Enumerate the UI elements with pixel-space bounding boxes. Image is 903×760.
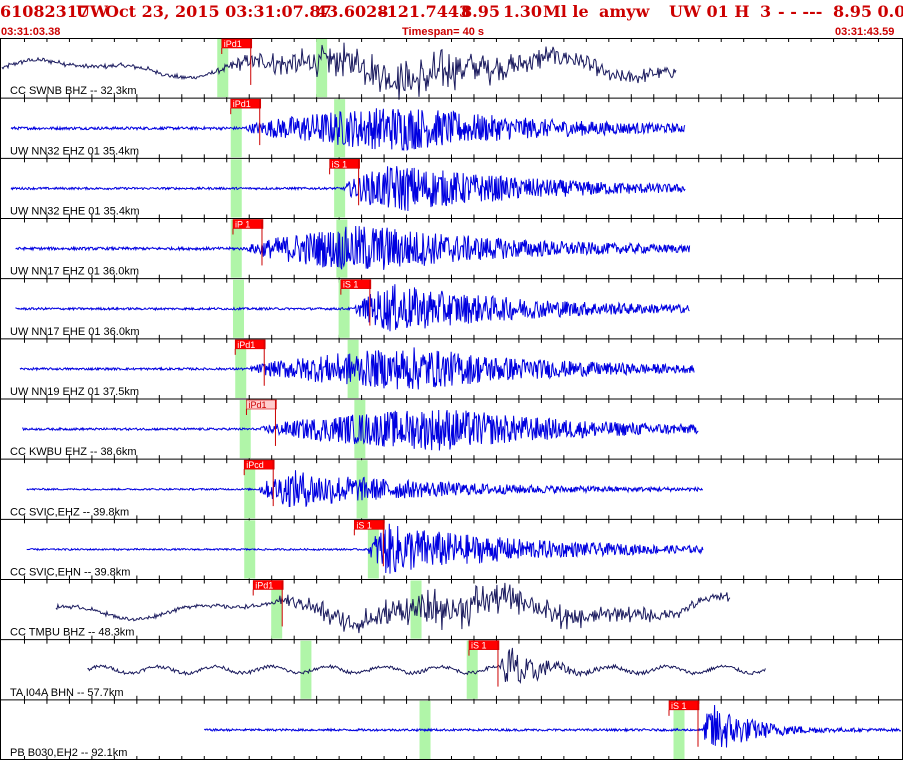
seismogram-panel[interactable]: iPd1 CC SWNB BHZ -- 32.3km iPd1 UW NN32 EHZ… bbox=[0, 38, 903, 760]
pick-flag bbox=[230, 98, 262, 109]
pick-window bbox=[367, 520, 379, 579]
pick-flag bbox=[329, 159, 360, 169]
pick-window bbox=[271, 580, 283, 639]
waveform-trace bbox=[15, 284, 690, 332]
pick-label: iPd1 bbox=[233, 99, 251, 109]
pick-window bbox=[466, 640, 478, 699]
pick-window bbox=[316, 39, 328, 98]
event-trailing-values: 8.95 0.00 bbox=[833, 2, 903, 21]
waveform-trace bbox=[22, 409, 699, 451]
channel-label: TA I04A BHN -- 57.7km bbox=[10, 687, 124, 699]
channel-label: PB B030,EH2 -- 92.1km bbox=[10, 747, 127, 759]
waveform-trace bbox=[1, 42, 677, 100]
pick-label: iPd1 bbox=[255, 581, 273, 591]
channel-label: CC SVIC,EHZ -- 39.8km bbox=[10, 506, 129, 518]
end-time: 03:31:43.59 bbox=[835, 26, 895, 38]
event-dashes: - - --- bbox=[778, 2, 823, 21]
channel-label: CC TMBU BHZ -- 48.3km bbox=[10, 627, 134, 639]
event-network: UW bbox=[76, 2, 108, 21]
pick-flag bbox=[468, 640, 500, 650]
pick-flag bbox=[252, 580, 284, 590]
channel-label: CC SVIC,EHN -- 39.8km bbox=[10, 567, 130, 579]
pick-flag bbox=[243, 459, 275, 470]
event-magnitude-type: Ml le bbox=[543, 2, 589, 21]
pick-flag bbox=[354, 520, 385, 530]
pick-window bbox=[300, 640, 312, 699]
pick-label: iS 1 bbox=[671, 701, 687, 711]
channel-label: CC SWNB BHZ -- 32.3km bbox=[10, 85, 137, 97]
event-id: 61082317 bbox=[0, 2, 90, 21]
channel-label: CC KWBU EHZ -- 38.6km bbox=[10, 446, 137, 458]
event-magnitude: 1.30 bbox=[503, 2, 542, 21]
event-source: UW 01 H bbox=[669, 2, 750, 21]
waveform-trace bbox=[203, 704, 902, 748]
pick-flag bbox=[340, 279, 372, 289]
pick-flag bbox=[232, 219, 264, 229]
event-depth: 8.95 bbox=[461, 2, 500, 21]
waveform-trace bbox=[15, 225, 691, 270]
channel-label: UW NN19 EHZ 01 37.5km bbox=[10, 386, 139, 398]
channel-label: UW NN17 EHE 01 36.0km bbox=[10, 326, 140, 338]
channel-label: UW NN32 EHE 01 35.4km bbox=[10, 206, 140, 218]
pick-flag bbox=[221, 38, 253, 49]
channel-label: UW NN32 EHZ 01 35.4km bbox=[10, 145, 139, 157]
pick-flag bbox=[246, 399, 277, 410]
pick-window bbox=[338, 279, 350, 338]
pick-label: iPd1 bbox=[237, 340, 255, 350]
pick-label: iS 1 bbox=[343, 280, 359, 290]
event-header: 61082317 UW Oct 23, 2015 03:31:07.87 43.… bbox=[0, 0, 903, 24]
waveform-trace bbox=[10, 166, 686, 212]
pick-flag bbox=[668, 700, 700, 711]
event-longitude: -121.7443 bbox=[380, 2, 471, 21]
pick-flag bbox=[234, 339, 266, 350]
waveform-trace bbox=[55, 582, 731, 634]
pick-window bbox=[334, 159, 346, 218]
pick-label: iS 1 bbox=[356, 520, 372, 530]
waveform-trace bbox=[26, 523, 704, 574]
waveform-trace bbox=[10, 108, 686, 152]
event-quality: 3 bbox=[760, 2, 772, 21]
time-bar: 03:31:03.38 Timespan= 40 s 03:31:43.59 bbox=[0, 24, 903, 40]
pick-label: iS 1 bbox=[332, 159, 348, 169]
waveform-trace bbox=[19, 347, 695, 390]
channel-label: UW NN17 EHZ 01 36.0km bbox=[10, 266, 139, 278]
event-latitude: 43.6028 bbox=[316, 2, 389, 21]
waveform-trace bbox=[87, 647, 766, 685]
waveform-trace bbox=[26, 470, 703, 507]
pick-window bbox=[354, 400, 366, 459]
pick-label: iPcd bbox=[246, 460, 264, 470]
pick-label: iS 1 bbox=[471, 641, 487, 651]
pick-label: iPd1 bbox=[248, 400, 266, 410]
start-time: 03:31:03.38 bbox=[1, 26, 61, 38]
event-author: amyw bbox=[599, 2, 650, 21]
event-datetime: Oct 23, 2015 03:31:07.87 bbox=[105, 2, 332, 21]
timespan: Timespan= 40 s bbox=[402, 26, 485, 38]
pick-label: iP 1 bbox=[235, 220, 250, 230]
pick-label: iPd1 bbox=[224, 39, 242, 49]
